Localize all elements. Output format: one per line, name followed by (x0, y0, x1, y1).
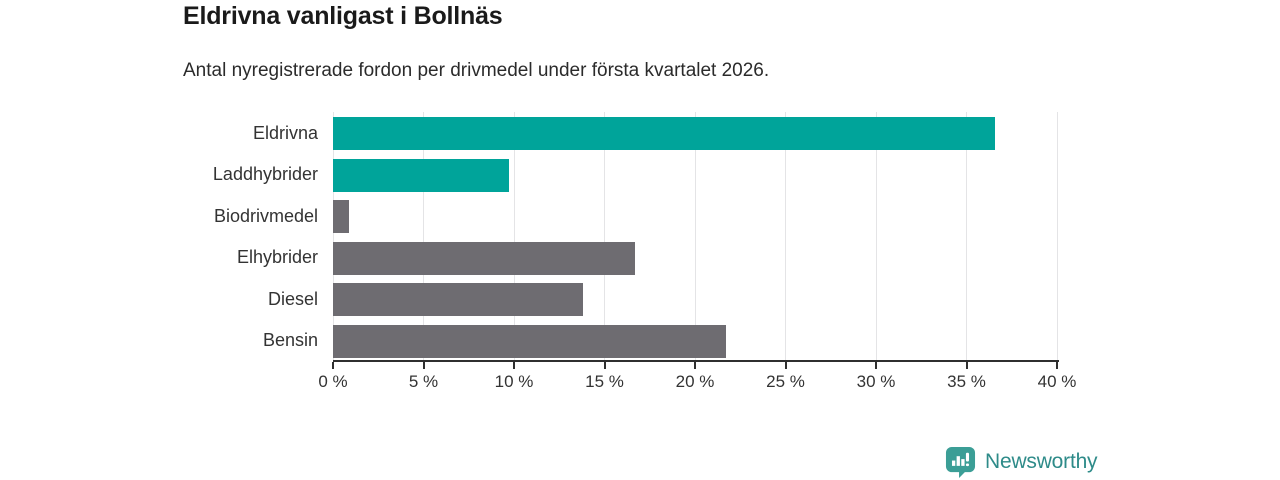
gridline-40 (1056, 112, 1058, 361)
bar-elhybrider (333, 241, 636, 275)
plot-area (332, 112, 1058, 361)
chart-subtitle: Antal nyregistrerade fordon per drivmede… (183, 60, 770, 81)
x-tick-mark-25 (784, 362, 787, 369)
bar-bensin (333, 324, 726, 358)
x-tick-label-15: 15 % (585, 372, 624, 391)
x-tick-label-30: 30 % (856, 372, 896, 391)
gridline-0 (332, 112, 334, 361)
y-label-bensin: Bensin (262, 330, 318, 351)
x-tick-label-25: 25 % (766, 372, 805, 391)
newsworthy-logo-link[interactable]: Newsworthy (945, 446, 1098, 478)
x-tick-label-5: 5 % (408, 372, 439, 391)
x-tick-mark-40 (1056, 362, 1058, 369)
bar-laddhybrider (333, 158, 509, 192)
x-tick-label-35: 35 % (947, 372, 986, 391)
gridline-20 (694, 112, 696, 361)
x-tick-mark-5 (422, 362, 425, 369)
gridline-35 (966, 112, 967, 361)
y-label-laddhybrider: Laddhybrider (212, 164, 318, 185)
chart-title: Eldrivna vanligast i Bollnäs (183, 2, 503, 30)
x-tick-mark-0 (332, 362, 334, 369)
bar-diesel (333, 283, 583, 317)
x-axis-line (333, 360, 1059, 362)
gridline-10 (513, 112, 515, 361)
y-label-diesel: Diesel (267, 288, 318, 309)
x-tick-label-40: 40 % (1037, 372, 1077, 391)
gridline-30 (875, 112, 877, 361)
gridline-25 (785, 112, 786, 361)
y-label-elhybrider: Elhybrider (236, 247, 318, 268)
x-tick-mark-10 (513, 362, 515, 369)
y-label-eldrivna: Eldrivna (252, 122, 318, 143)
x-tick-mark-15 (603, 362, 606, 369)
newsworthy-logo-text: Newsworthy (985, 450, 1098, 473)
bar-eldrivna (333, 117, 996, 151)
bar-biodrivmedel (333, 200, 350, 234)
gridline-5 (423, 112, 424, 361)
x-tick-mark-35 (965, 362, 968, 369)
x-tick-label-10: 10 % (494, 372, 534, 391)
x-tick-label-20: 20 % (675, 372, 715, 391)
x-tick-label-0: 0 % (318, 372, 348, 391)
x-tick-mark-20 (694, 362, 696, 369)
x-tick-mark-30 (875, 362, 877, 369)
gridline-15 (604, 112, 605, 361)
newsworthy-logo-icon (945, 446, 976, 478)
y-label-biodrivmedel: Biodrivmedel (213, 205, 318, 226)
